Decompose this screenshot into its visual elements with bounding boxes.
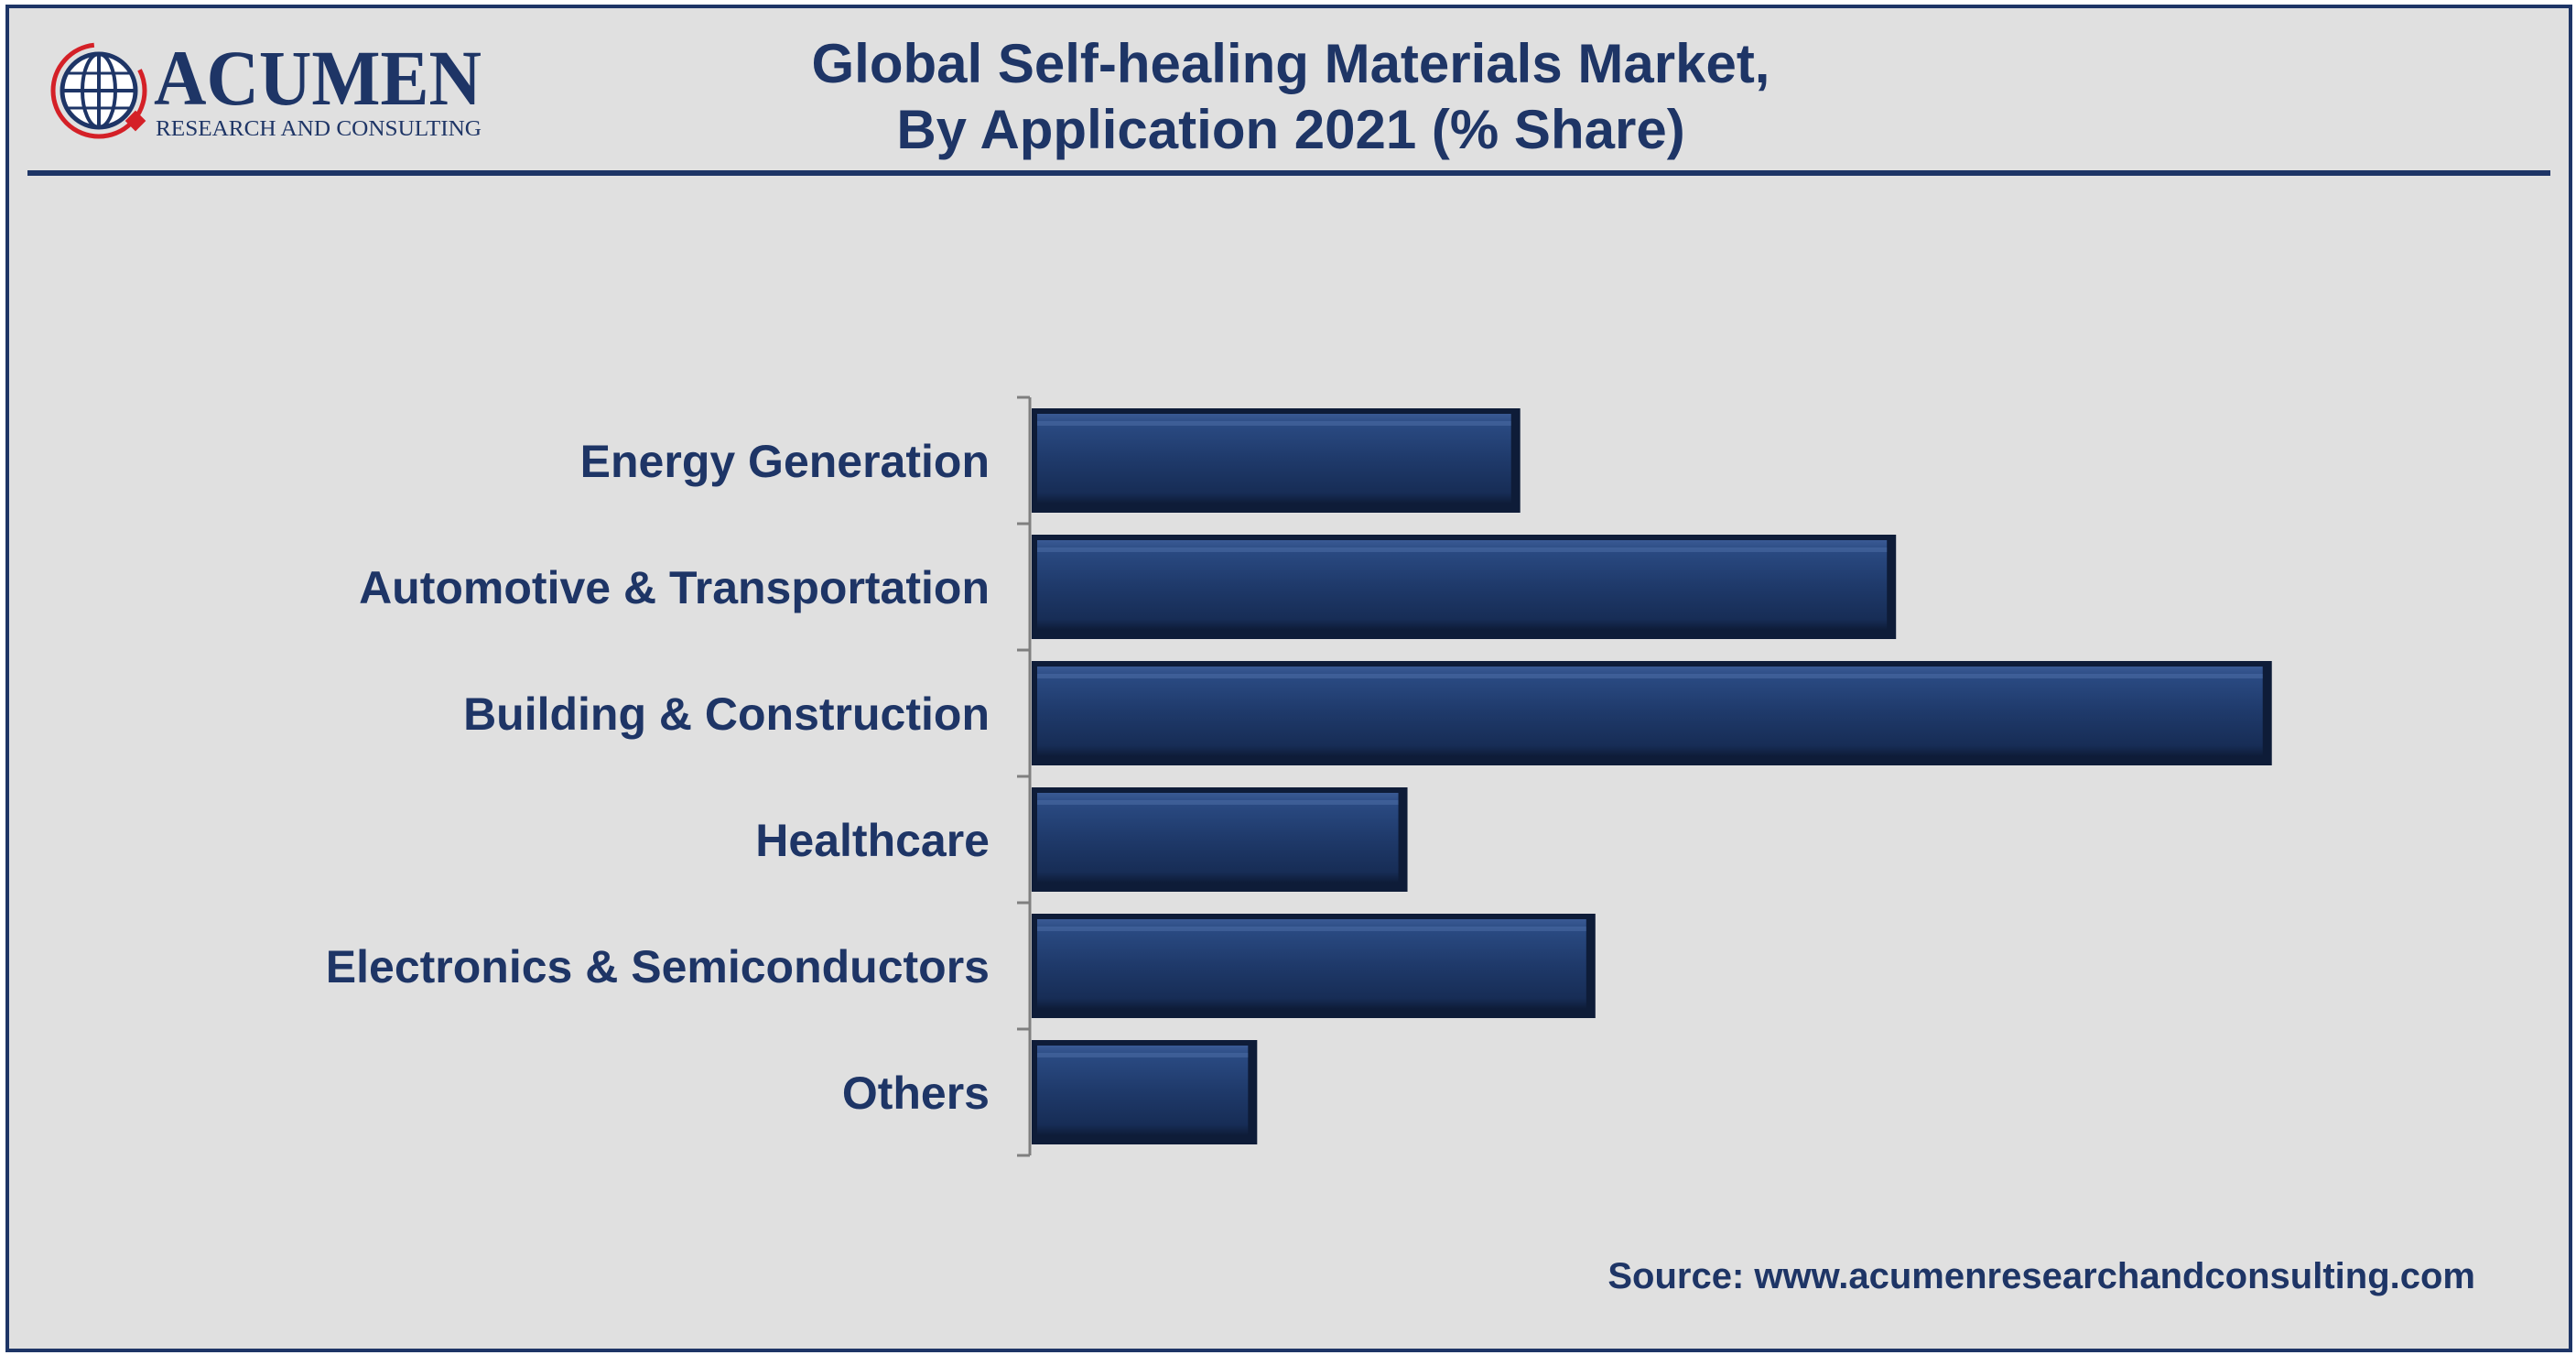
bar-electronics-and-semiconductors-face: [1037, 919, 1586, 1009]
logo-tagline: RESEARCH AND CONSULTING: [156, 117, 482, 141]
bar-healthcare-highlight: [1037, 800, 1399, 805]
category-labels: Energy Generation Automotive & Transporta…: [326, 436, 990, 1119]
acumen-logo: ACUMEN RESEARCH AND CONSULTING: [50, 40, 482, 141]
logo-name: ACUMEN: [154, 40, 482, 122]
bar-building-and-construction: [1032, 661, 2272, 765]
bar-others: [1032, 1040, 1258, 1144]
bar-others-face: [1037, 1046, 1249, 1135]
chart-title-line-1: Global Self-healing Materials Market,: [811, 33, 1770, 94]
bar-healthcare-face: [1037, 793, 1399, 883]
bar-automotive-and-transportation-highlight: [1037, 547, 1888, 552]
category-label-building-and-construction: Building & Construction: [463, 688, 990, 740]
category-label-energy-generation: Energy Generation: [580, 436, 990, 487]
bar-healthcare: [1032, 787, 1408, 892]
source-note: Source: www.acumenresearchandconsulting.…: [1607, 1256, 2475, 1296]
bar-electronics-and-semiconductors: [1032, 914, 1596, 1018]
category-axis: [1017, 396, 1032, 1157]
bars-layer: [1032, 408, 2272, 1144]
bar-energy-generation: [1032, 408, 1521, 513]
bar-energy-generation-face: [1037, 414, 1511, 504]
category-label-automotive-and-transportation: Automotive & Transportation: [359, 562, 990, 613]
chart-title-line-2: By Application 2021 (% Share): [896, 99, 1685, 160]
category-label-electronics-and-semiconductors: Electronics & Semiconductors: [326, 941, 990, 992]
bar-building-and-construction-highlight: [1037, 674, 2263, 678]
category-label-healthcare: Healthcare: [755, 815, 990, 866]
header-divider: [27, 170, 2550, 176]
bar-electronics-and-semiconductors-highlight: [1037, 927, 1586, 931]
bar-automotive-and-transportation-face: [1037, 540, 1888, 630]
globe-icon: [50, 42, 147, 139]
chart-title: Global Self-healing Materials Market, By…: [622, 31, 1959, 163]
bar-energy-generation-highlight: [1037, 421, 1511, 426]
bar-others-highlight: [1037, 1053, 1249, 1057]
bar-building-and-construction-face: [1037, 667, 2263, 756]
category-label-others: Others: [842, 1068, 990, 1119]
bar-automotive-and-transportation: [1032, 535, 1897, 639]
